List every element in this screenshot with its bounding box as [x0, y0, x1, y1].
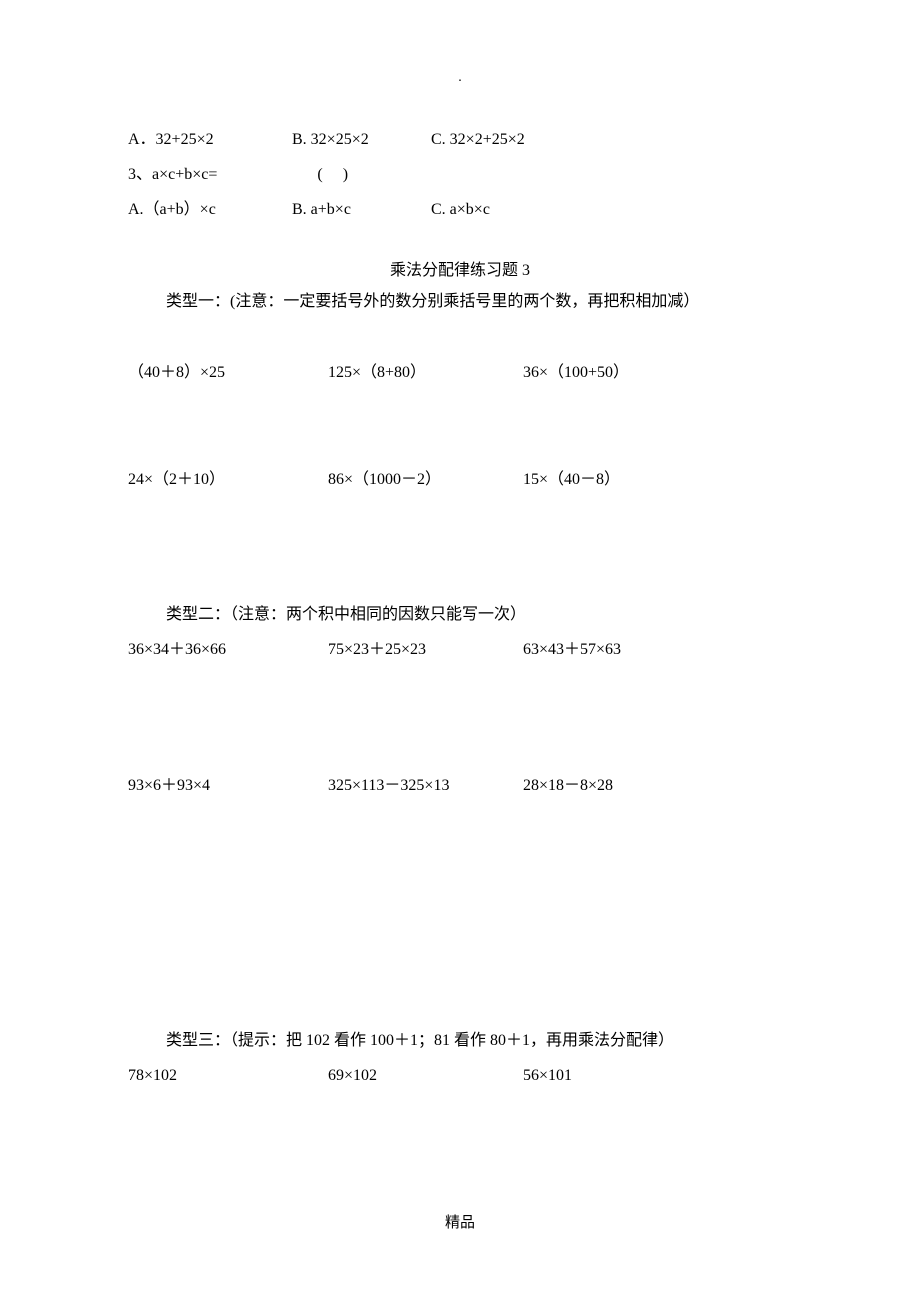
problem: 125×（8+80） [328, 355, 523, 390]
problem: 93×6＋93×4 [128, 768, 328, 803]
mc-q3-b: B. a+b×c [292, 192, 427, 227]
type2-row1: 36×34＋36×66 75×23＋25×23 63×43＋57×63 [128, 632, 792, 667]
problem: 86×（1000－2） [328, 462, 523, 497]
mc-q2-b: B. 32×25×2 [292, 122, 427, 157]
type1-heading: 类型一：(注意：一定要括号外的数分别乘括号里的两个数，再把积相加减） [128, 284, 792, 319]
problem: （40＋8）×25 [128, 355, 328, 390]
mc-q3-options: A.（a+b）×c B. a+b×c C. a×b×c [128, 192, 792, 227]
mc-q3-stem: 3、a×c+b×c= ( ) [128, 157, 792, 192]
header-dot: . [128, 70, 792, 86]
problem: 78×102 [128, 1058, 328, 1093]
mc-q2-c: C. 32×2+25×2 [431, 131, 525, 148]
problem: 325×113－325×13 [328, 768, 523, 803]
type1-row1: （40＋8）×25 125×（8+80） 36×（100+50） [128, 355, 792, 390]
problem: 63×43＋57×63 [523, 632, 723, 667]
problem: 24×（2＋10） [128, 462, 328, 497]
problem: 75×23＋25×23 [328, 632, 523, 667]
type2-row2: 93×6＋93×4 325×113－325×13 28×18－8×28 [128, 768, 792, 803]
problem: 36×34＋36×66 [128, 632, 328, 667]
problem: 15×（40－8） [523, 462, 723, 497]
worksheet-title: 乘法分配律练习题 3 [128, 256, 792, 280]
problem: 28×18－8×28 [523, 768, 723, 803]
footer-text: 精品 [0, 1211, 920, 1232]
mc-q3-a: A.（a+b）×c [128, 192, 288, 227]
mc-q2-options: A．32+25×2 B. 32×25×2 C. 32×2+25×2 [128, 122, 792, 157]
type3-row1: 78×102 69×102 56×101 [128, 1058, 792, 1093]
problem: 69×102 [328, 1058, 523, 1093]
mc-q2-a: A．32+25×2 [128, 122, 288, 157]
type3-heading: 类型三：（提示：把 102 看作 100＋1；81 看作 80＋1，再用乘法分配… [128, 1023, 792, 1058]
problem: 56×101 [523, 1058, 723, 1093]
mc-q3-c: C. a×b×c [431, 201, 490, 218]
type1-row2: 24×（2＋10） 86×（1000－2） 15×（40－8） [128, 462, 792, 497]
problem: 36×（100+50） [523, 355, 723, 390]
type2-heading: 类型二：（注意：两个积中相同的因数只能写一次） [128, 597, 792, 632]
